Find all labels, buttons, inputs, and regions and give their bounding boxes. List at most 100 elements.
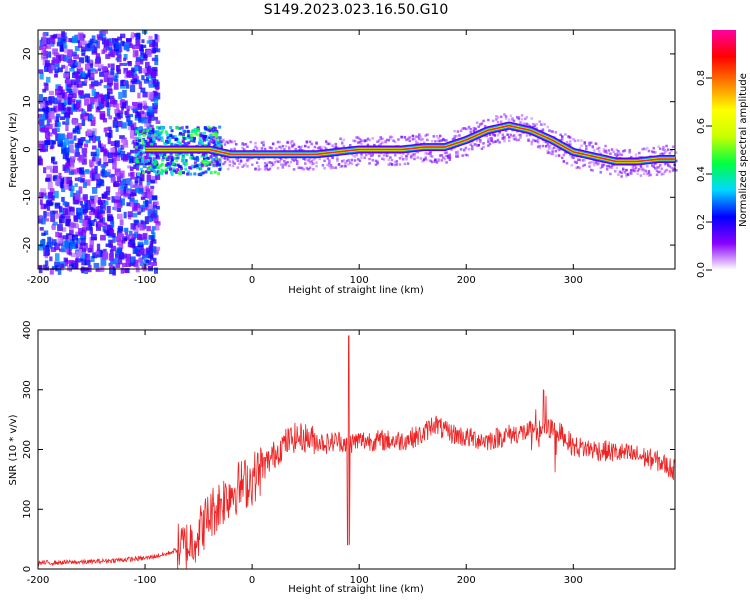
spectrogram-cell bbox=[136, 172, 140, 176]
spectrogram-cell bbox=[137, 133, 141, 137]
spectrogram-cell bbox=[80, 178, 85, 183]
spectrogram-cell bbox=[138, 145, 142, 149]
spectrogram-cell bbox=[40, 203, 47, 210]
spectrogram-cell bbox=[106, 46, 113, 51]
spectrogram-cell bbox=[91, 35, 96, 41]
spectrogram-cell bbox=[339, 137, 342, 141]
spectrogram-cell bbox=[94, 69, 98, 74]
spectrogram-cell bbox=[135, 60, 140, 67]
spectrogram-cell bbox=[663, 148, 667, 152]
spectrogram-cell bbox=[64, 99, 68, 106]
spectrogram-cell bbox=[138, 177, 143, 186]
spectrogram-cell bbox=[176, 156, 180, 160]
spectrogram-cell bbox=[146, 129, 150, 133]
spectrogram-cell bbox=[108, 240, 113, 248]
spectrogram-cell bbox=[429, 152, 432, 155]
spectrogram-cell bbox=[155, 224, 160, 231]
spectrogram-cell bbox=[623, 149, 627, 152]
spectrogram-cell bbox=[108, 130, 113, 138]
spectrogram-cell bbox=[54, 120, 60, 127]
spectrogram-cell bbox=[562, 153, 566, 157]
spectrogram-cell bbox=[279, 157, 283, 161]
spectrogram-cell bbox=[84, 63, 90, 71]
spectrogram-cell bbox=[607, 149, 611, 152]
spectrogram-cell bbox=[134, 220, 140, 228]
spectrogram-cell bbox=[98, 64, 104, 69]
spectrogram-cell bbox=[105, 53, 111, 59]
spectrogram-cell bbox=[218, 136, 222, 140]
spectrogram-cell bbox=[456, 152, 460, 156]
spectrogram-cell bbox=[65, 249, 69, 253]
spectrogram-cell bbox=[57, 94, 63, 101]
spectrogram-cell bbox=[150, 77, 157, 81]
spectrogram-cell bbox=[241, 143, 244, 147]
spectrogram-cell bbox=[641, 148, 644, 151]
spectrogram-cell bbox=[318, 157, 321, 161]
spectrogram-cell bbox=[57, 86, 62, 92]
spectrogram-cell bbox=[75, 231, 81, 237]
spectrogram-cell bbox=[46, 107, 50, 113]
spectrogram-cell bbox=[368, 152, 371, 156]
spectrogram-cell bbox=[54, 68, 59, 74]
spectrogram-cell bbox=[151, 70, 157, 79]
spectrogram-cell bbox=[190, 164, 194, 168]
spectrogram-cell bbox=[98, 197, 102, 205]
spectrogram-cell bbox=[533, 139, 537, 143]
spectrogram-cell bbox=[507, 136, 511, 139]
spectrogram-cell bbox=[49, 168, 55, 173]
spectrogram-cell bbox=[488, 142, 492, 146]
spectrogram-cell bbox=[205, 160, 209, 164]
spectrogram-cell bbox=[670, 166, 673, 169]
spectrogram-cell bbox=[64, 134, 69, 139]
spectrogram-cell bbox=[421, 160, 424, 163]
spectrogram-cell bbox=[158, 126, 162, 130]
spectrogram-cell bbox=[154, 58, 159, 66]
spectrogram-cell bbox=[376, 162, 379, 165]
spectrogram-cell bbox=[148, 157, 153, 164]
spectrogram-cell bbox=[78, 177, 83, 182]
spectrogram-cell bbox=[652, 164, 656, 167]
spectrogram-cell bbox=[456, 150, 460, 153]
spectrogram-cell bbox=[151, 175, 158, 184]
spectrogram-cell bbox=[69, 68, 75, 72]
spectrogram-cell bbox=[102, 225, 106, 232]
spectrogram-cell bbox=[385, 154, 389, 158]
spectrogram-cell bbox=[628, 151, 631, 154]
spectrogram-cell bbox=[160, 139, 164, 143]
spectrogram-cell bbox=[169, 152, 173, 156]
spectrogram-cell bbox=[95, 53, 101, 59]
spectrogram-cell bbox=[69, 155, 76, 160]
spectrogram-cell bbox=[210, 162, 214, 165]
spectrogram-cell bbox=[116, 202, 120, 207]
spectrogram-cell bbox=[76, 250, 82, 257]
spectrogram-cell bbox=[271, 163, 275, 166]
spectrogram-cell bbox=[642, 168, 646, 172]
spectrogram-cell bbox=[120, 144, 125, 150]
spectrogram-cell bbox=[276, 166, 280, 170]
spectrogram-cell bbox=[72, 129, 78, 133]
spectrogram-cell bbox=[122, 89, 127, 98]
spectrogram-cell bbox=[151, 226, 156, 231]
spectrogram-cell bbox=[670, 148, 673, 152]
spectrogram-cell bbox=[210, 135, 214, 139]
spectrogram-cell bbox=[166, 166, 170, 170]
spectrogram-cell bbox=[450, 148, 453, 151]
spectrogram-cell bbox=[646, 172, 649, 176]
spectrogram-cell bbox=[119, 62, 124, 66]
spectrogram-cell bbox=[84, 116, 90, 121]
spectrogram-cell bbox=[74, 222, 79, 227]
spectrogram-cell bbox=[503, 139, 506, 143]
spectrogram-cell bbox=[520, 117, 524, 121]
spectrogram-cell bbox=[113, 101, 117, 108]
spectrogram-cell bbox=[168, 137, 172, 141]
spectrogram-cell bbox=[445, 161, 448, 164]
spectrogram-cell bbox=[344, 162, 347, 165]
spectrogram-cell bbox=[150, 179, 156, 184]
spectrogram-cell bbox=[307, 159, 310, 162]
spectrogram-cell bbox=[461, 127, 464, 130]
spectrogram-cell bbox=[499, 120, 503, 123]
spectrogram-cell bbox=[167, 134, 171, 138]
spectrogram-cell bbox=[516, 116, 519, 119]
spectrogram-cell bbox=[485, 134, 489, 138]
spectrogram-cell bbox=[234, 143, 238, 146]
